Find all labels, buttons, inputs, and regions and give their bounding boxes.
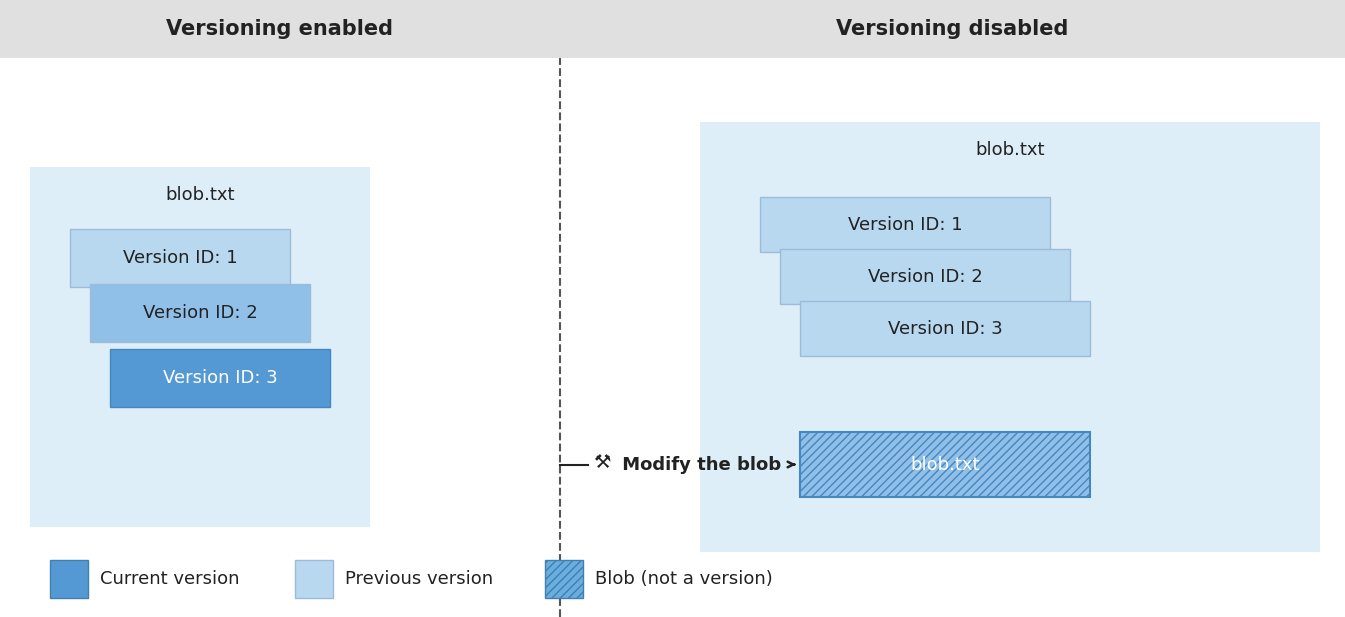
Text: Blob (not a version): Blob (not a version) <box>594 570 773 588</box>
Bar <box>780 249 1071 304</box>
Bar <box>110 349 330 407</box>
Text: blob.txt: blob.txt <box>975 141 1045 159</box>
Bar <box>70 229 291 287</box>
Bar <box>90 284 309 342</box>
Text: Current version: Current version <box>100 570 239 588</box>
Text: Version ID: 1: Version ID: 1 <box>847 215 962 233</box>
Bar <box>295 560 334 598</box>
Bar <box>545 560 582 598</box>
Text: Versioning disabled: Versioning disabled <box>837 19 1069 39</box>
Text: Version ID: 1: Version ID: 1 <box>122 249 237 267</box>
Bar <box>0 0 1345 58</box>
Text: Version ID: 3: Version ID: 3 <box>163 369 277 387</box>
Text: Versioning enabled: Versioning enabled <box>167 19 394 39</box>
Bar <box>699 122 1319 552</box>
Bar <box>800 432 1089 497</box>
Text: Version ID: 3: Version ID: 3 <box>888 320 1002 337</box>
Text: Version ID: 2: Version ID: 2 <box>143 304 257 322</box>
Text: blob.txt: blob.txt <box>911 455 979 473</box>
Text: Previous version: Previous version <box>346 570 494 588</box>
Text: ⚒: ⚒ <box>594 453 612 472</box>
Text: Modify the blob: Modify the blob <box>616 455 781 473</box>
Bar <box>760 197 1050 252</box>
Bar <box>50 560 87 598</box>
Bar <box>30 167 370 527</box>
Text: Version ID: 2: Version ID: 2 <box>868 268 982 286</box>
Text: blob.txt: blob.txt <box>165 186 235 204</box>
Bar <box>800 301 1089 356</box>
